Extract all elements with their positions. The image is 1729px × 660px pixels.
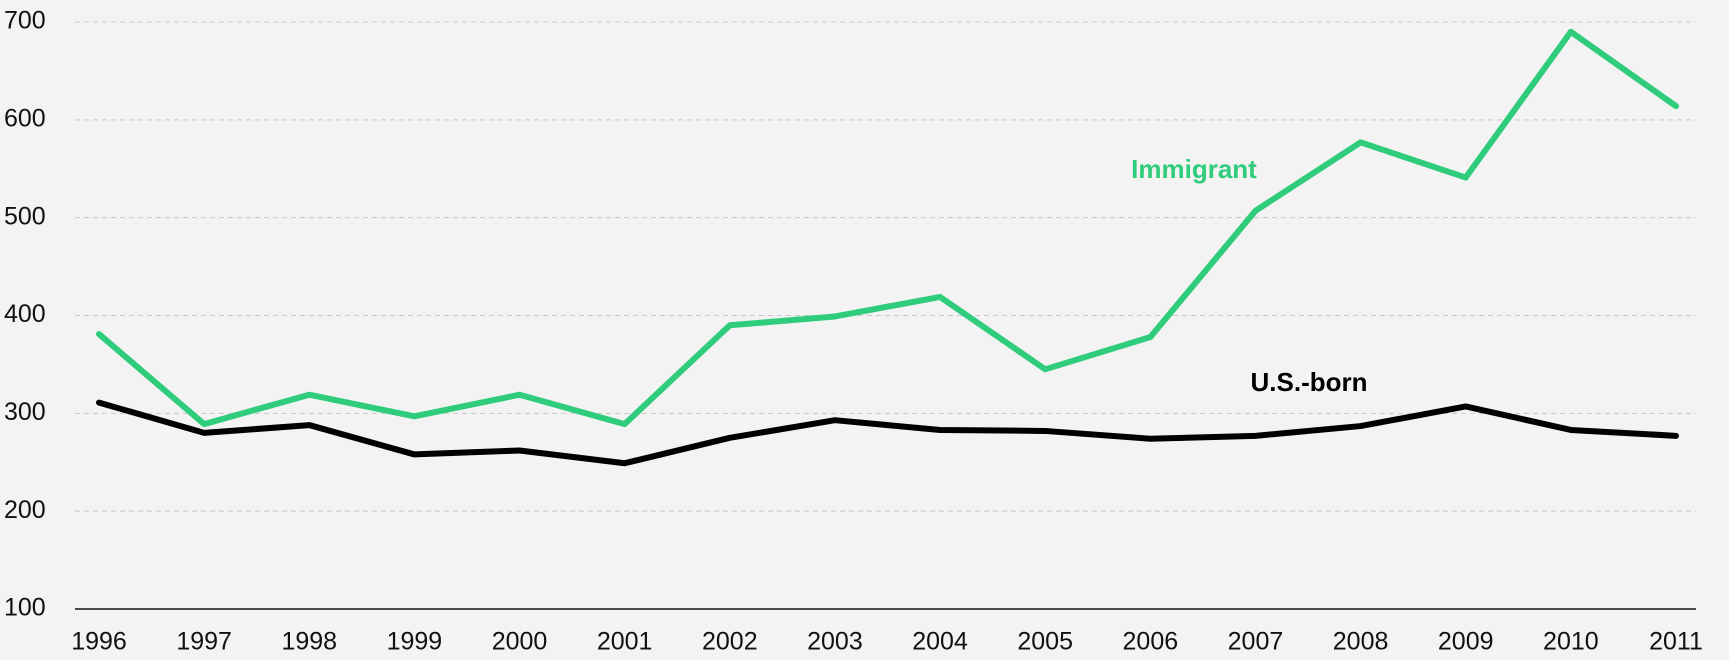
x-tick-label: 2002 xyxy=(702,628,758,656)
series-label: U.S.-born xyxy=(1251,367,1368,397)
x-tick-label: 2011 xyxy=(1649,628,1703,656)
series-line xyxy=(96,28,1679,428)
x-tick-label: 2007 xyxy=(1228,628,1284,656)
x-tick-label: 2005 xyxy=(1017,628,1073,656)
y-tick-label: 700 xyxy=(4,7,46,35)
x-tick-label: 1998 xyxy=(281,628,337,656)
x-tick-label: 2008 xyxy=(1333,628,1389,656)
x-tick-label: 1997 xyxy=(176,628,232,656)
x-tick-label: 2004 xyxy=(912,628,968,656)
y-tick-label: 400 xyxy=(4,300,46,328)
x-tick-label: 2010 xyxy=(1543,628,1599,656)
x-tick-label: 2003 xyxy=(807,628,863,656)
y-tick-label: 500 xyxy=(4,202,46,230)
y-tick-label: 600 xyxy=(4,104,46,132)
x-tick-label: 1999 xyxy=(387,628,443,656)
y-tick-label: 200 xyxy=(4,496,46,524)
x-tick-label: 2000 xyxy=(492,628,548,656)
y-tick-label: 100 xyxy=(4,594,46,622)
x-tick-label: 2001 xyxy=(597,628,653,656)
x-tick-label: 2006 xyxy=(1123,628,1179,656)
x-tick-label: 1996 xyxy=(71,628,127,656)
x-tick-label: 2009 xyxy=(1438,628,1494,656)
series-label: Immigrant xyxy=(1131,154,1257,184)
y-tick-label: 300 xyxy=(4,398,46,426)
series-line xyxy=(96,399,1679,467)
